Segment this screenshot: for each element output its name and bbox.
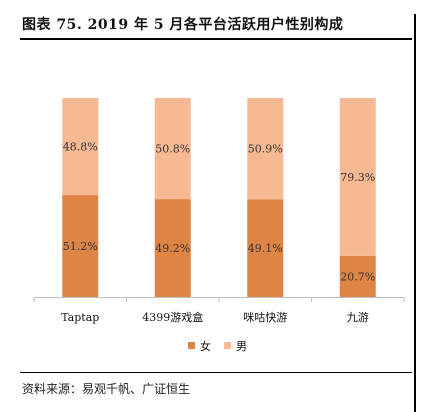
bar-female-3 [339, 255, 376, 297]
source-rule [20, 372, 412, 373]
source-note: 资料来源：易观千帆、广证恒生 [22, 382, 191, 396]
category-label-1: 4399游戏盒 [142, 310, 203, 324]
data-label-male-1: 50.8% [155, 143, 190, 156]
title-rule [20, 38, 412, 40]
bar-male-0 [62, 98, 99, 196]
bar-male-2 [247, 98, 284, 200]
category-label-3: 九游 [347, 311, 369, 324]
legend-label-male: 男 [236, 340, 247, 353]
data-label-female-0: 51.2% [63, 240, 98, 253]
bar-male-1 [154, 98, 191, 200]
chart-title: 图表 75. 2019 年 5 月各平台活跃用户性别构成 [22, 17, 344, 33]
page-border-line [414, 14, 416, 412]
bar-male-3 [339, 98, 376, 256]
data-label-female-3: 20.7% [340, 270, 375, 283]
legend-swatch-male [224, 342, 231, 349]
bar-female-2 [247, 199, 284, 297]
legend-swatch-female [188, 342, 195, 349]
data-label-female-2: 49.1% [248, 242, 283, 255]
data-label-male-2: 50.9% [248, 143, 283, 156]
bar-female-1 [154, 199, 191, 297]
category-label-2: 咪咕快游 [243, 311, 287, 324]
data-label-female-1: 49.2% [155, 242, 190, 255]
category-label-0: Taptap [61, 311, 99, 324]
data-label-male-3: 79.3% [340, 171, 375, 184]
legend-label-female: 女 [200, 339, 211, 353]
data-label-male-0: 48.8% [63, 141, 98, 154]
bar-female-0 [62, 195, 99, 297]
